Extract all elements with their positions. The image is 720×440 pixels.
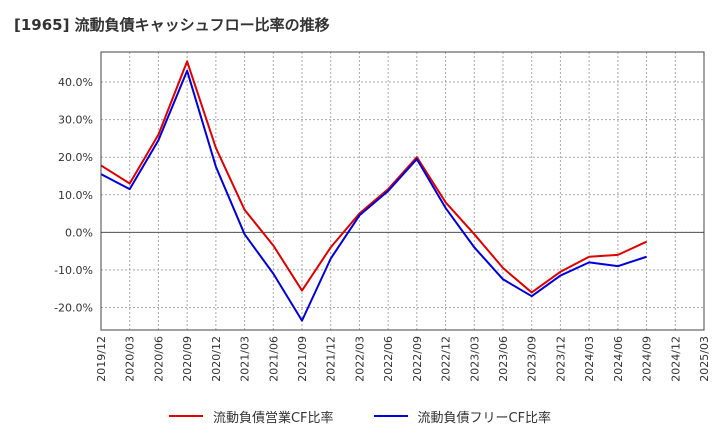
x-tick-label: 2024/06	[612, 336, 625, 382]
x-tick-label: 2022/12	[440, 336, 453, 382]
legend-label-free-cf: 流動負債フリーCF比率	[417, 410, 552, 426]
x-tick-label: 2022/09	[411, 336, 424, 382]
legend: 流動負債営業CF比率 流動負債フリーCF比率	[0, 405, 720, 427]
x-tick-label: 2022/06	[382, 336, 395, 382]
y-tick-label: 40.0%	[58, 76, 93, 89]
legend-item-free-cf: 流動負債フリーCF比率	[373, 407, 552, 426]
legend-item-operating-cf: 流動負債営業CF比率	[168, 407, 334, 426]
series-line-free-cf	[100, 69, 647, 322]
x-tick-label: 2021/09	[296, 336, 309, 382]
legend-swatch-free-cf	[373, 415, 408, 417]
x-tick-label: 2020/06	[152, 336, 165, 382]
x-tick-label: 2022/03	[353, 336, 366, 382]
series-line-operating-cf	[100, 60, 647, 294]
x-tick-label: 2023/12	[554, 336, 567, 382]
x-tick-label: 2020/03	[124, 336, 137, 382]
x-tick-label: 2021/12	[325, 336, 338, 382]
y-tick-label: 20.0%	[58, 151, 93, 164]
x-tick-label: 2021/06	[267, 336, 280, 382]
x-tick-label: 2020/09	[181, 336, 194, 382]
chart-title: [1965] 流動負債キャッシュフロー比率の推移	[14, 16, 330, 34]
x-tick-label: 2024/12	[669, 336, 682, 382]
x-tick-label: 2024/09	[641, 336, 654, 382]
legend-swatch-operating-cf	[168, 415, 203, 417]
y-tick-label: -20.0%	[54, 301, 93, 314]
x-tick-label: 2019/12	[95, 336, 108, 382]
y-axis-ticks: 40.0% 30.0% 20.0% 10.0% 0.0% -10.0% -20.0%	[54, 76, 93, 314]
y-tick-label: -10.0%	[54, 264, 93, 277]
x-tick-label: 2021/03	[239, 336, 252, 382]
y-tick-label: 30.0%	[58, 114, 93, 127]
x-axis-ticks: 2019/12 2020/03 2020/06 2020/09 2020/12 2021/…	[95, 336, 711, 382]
x-tick-label: 2023/09	[526, 336, 539, 382]
y-tick-label: 0.0%	[65, 226, 93, 239]
plot-frame	[100, 51, 705, 331]
x-tick-label: 2025/03	[698, 336, 711, 382]
x-tick-label: 2023/06	[497, 336, 510, 382]
x-tick-label: 2020/12	[210, 336, 223, 382]
legend-label-operating-cf: 流動負債営業CF比率	[212, 410, 334, 426]
y-tick-label: 10.0%	[58, 189, 93, 202]
x-tick-label: 2024/03	[583, 336, 596, 382]
plot-background	[101, 52, 704, 330]
x-tick-label: 2023/03	[468, 336, 481, 382]
series-layer	[100, 60, 647, 322]
